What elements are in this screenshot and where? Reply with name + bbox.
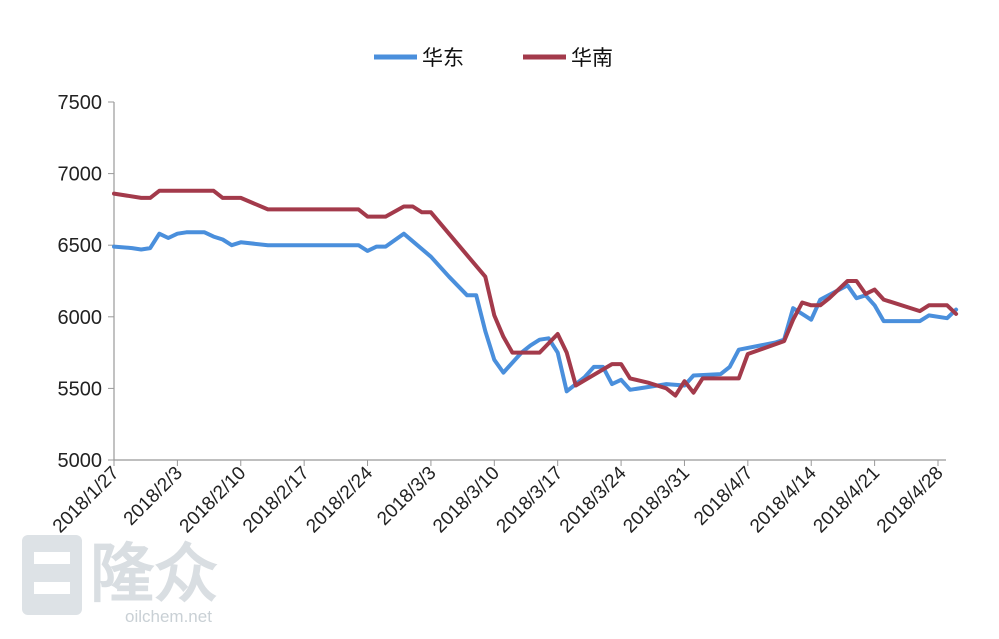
y-tick-label-4: 7000: [58, 164, 103, 186]
x-tick-label-5: 2018/3/3: [373, 463, 440, 530]
y-tick-label-3: 6500: [58, 235, 103, 257]
watermark-brand: 隆众: [90, 538, 218, 612]
x-tick-label-11: 2018/4/14: [746, 462, 821, 537]
y-axis-ticks: 5000 5500 6000 6500 7000 7500: [58, 92, 114, 472]
watermark-url: oilchem.net: [125, 607, 212, 626]
y-tick-label-5: 7500: [58, 92, 103, 114]
watermark: 隆众 oilchem.net: [22, 535, 218, 626]
watermark-logo-icon: [22, 535, 82, 615]
x-tick-label-2: 2018/2/10: [176, 463, 251, 538]
x-tick-label-9: 2018/3/31: [619, 463, 694, 538]
x-tick-label-8: 2018/3/24: [556, 462, 631, 537]
x-tick-label-7: 2018/3/17: [493, 463, 568, 538]
x-tick-label-0: 2018/1/27: [49, 463, 124, 538]
series-line-1: [112, 188, 959, 398]
x-tick-label-3: 2018/2/17: [239, 463, 314, 538]
series-line-0: [112, 230, 959, 394]
x-tick-label-12: 2018/4/21: [810, 463, 885, 538]
legend-label-0: 华东: [422, 46, 464, 70]
y-tick-label-1: 5500: [58, 378, 103, 400]
legend: 华东 华南: [374, 46, 613, 70]
x-axis-ticks: 2018/1/272018/2/32018/2/102018/2/172018/…: [49, 460, 948, 537]
y-tick-label-0: 5000: [58, 450, 103, 472]
x-tick-label-4: 2018/2/24: [302, 462, 377, 537]
legend-label-1: 华南: [571, 46, 613, 70]
y-tick-label-2: 6000: [58, 307, 103, 329]
x-tick-label-6: 2018/3/10: [429, 463, 504, 538]
x-tick-label-13: 2018/4/28: [873, 463, 948, 538]
x-tick-label-1: 2018/2/3: [120, 463, 187, 530]
series-lines: [112, 188, 959, 398]
x-tick-label-10: 2018/4/7: [690, 463, 757, 530]
